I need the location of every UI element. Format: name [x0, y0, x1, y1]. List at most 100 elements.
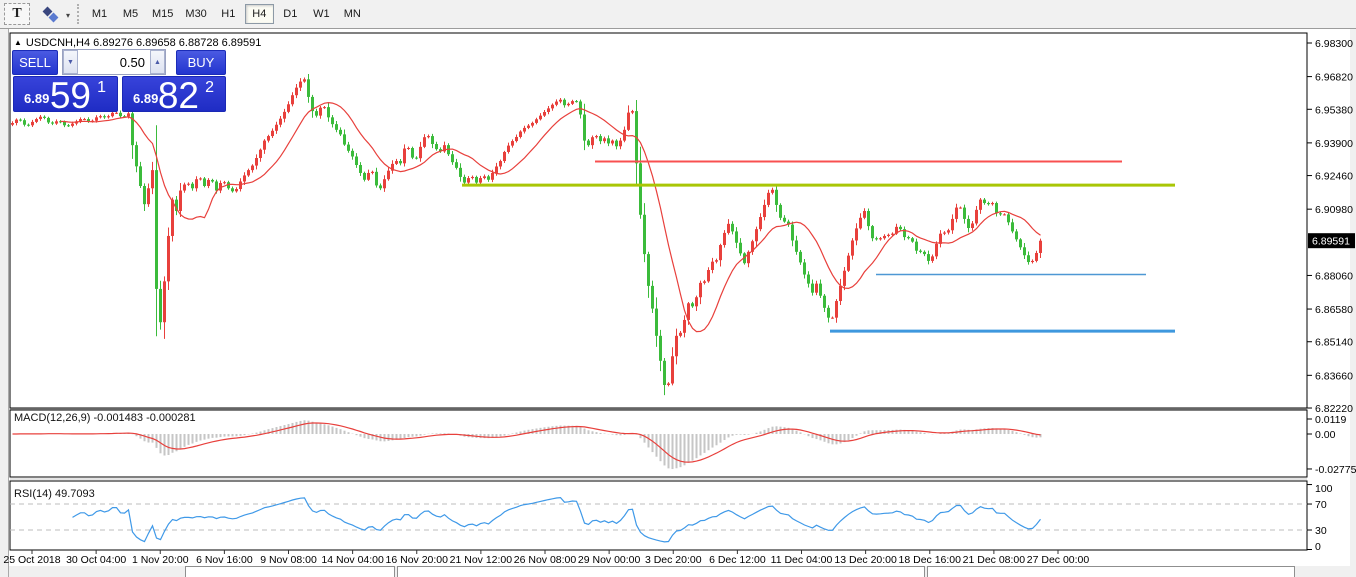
candle-body [167, 235, 170, 282]
candle-body [995, 203, 998, 214]
time-axis-label: 6 Dec 12:00 [709, 554, 766, 566]
candle-body [927, 254, 930, 261]
candle-body [919, 250, 922, 252]
candle-body [943, 232, 946, 234]
candle-body [987, 203, 990, 205]
candle-body [667, 383, 670, 386]
candle-body [559, 99, 562, 102]
timeframe-button-h1[interactable]: H1 [214, 4, 243, 24]
candle-body [263, 140, 266, 150]
time-axis: 25 Oct 2018 30 Oct 04:00 1 Nov 20:00 6 Nov … [3, 550, 1089, 566]
candle-body [291, 95, 294, 105]
text-tool-button[interactable]: T [4, 3, 30, 25]
minimized-window-bar[interactable] [927, 566, 1295, 577]
candle-body [375, 171, 378, 186]
timeframe-button-h4[interactable]: H4 [244, 4, 274, 24]
candle-body [655, 308, 658, 336]
timeframe-button-m5[interactable]: M5 [116, 4, 145, 24]
candle-body [699, 282, 702, 298]
candle-body [387, 170, 390, 180]
arrows-tool-button[interactable]: ▾ [36, 3, 72, 25]
candle-body [411, 147, 414, 158]
candle-body [795, 240, 798, 252]
candle-body [787, 221, 790, 225]
candle-body [1035, 252, 1038, 261]
candle-body [523, 127, 526, 132]
candle-body [727, 223, 730, 233]
volume-input[interactable] [78, 50, 150, 74]
candle-body [355, 156, 358, 166]
candle-body [399, 161, 402, 164]
candle-body [427, 136, 430, 138]
candle-body [403, 148, 406, 164]
sell-button[interactable]: SELL [12, 50, 58, 75]
rsi-plot-frame [9, 480, 1308, 551]
candle-body [911, 238, 914, 242]
candle-body [631, 111, 634, 113]
buy-button[interactable]: BUY [176, 50, 226, 75]
candle-body [799, 251, 802, 263]
candle-body [455, 162, 458, 168]
timeframe-button-w1[interactable]: W1 [307, 4, 336, 24]
candle-body [423, 137, 426, 147]
candle-body [551, 104, 554, 109]
timeframe-button-mn[interactable]: MN [338, 4, 367, 24]
candle-body [859, 217, 862, 229]
candle-body [599, 136, 602, 142]
candle-body [43, 116, 46, 118]
timeframe-button-m15[interactable]: M15 [147, 4, 178, 24]
candle-body [735, 231, 738, 243]
candle-body [99, 116, 102, 118]
candle-body [695, 297, 698, 307]
candle-body [483, 176, 486, 179]
candle-body [851, 240, 854, 256]
sell-price-panel[interactable]: 6.89 59 1 [13, 76, 118, 114]
macd-signal-line [12, 422, 1041, 463]
timeframe-button-d1[interactable]: D1 [276, 4, 305, 24]
time-axis-label: 29 Nov 00:00 [578, 554, 641, 566]
time-axis-label: 13 Dec 20:00 [834, 554, 897, 566]
candle-body [915, 241, 918, 251]
volume-decrease-button[interactable]: ▼ [63, 50, 78, 74]
time-axis-label: 18 Dec 16:00 [899, 554, 962, 566]
candle-body [775, 189, 778, 205]
candle-body [103, 116, 106, 118]
candle-body [1015, 231, 1018, 240]
collapse-one-click-icon[interactable]: ▲ [14, 38, 22, 47]
price-axis-label: 6.92460 [1315, 171, 1353, 183]
candle-body [11, 123, 14, 125]
rsi-label: RSI(14) 49.7093 [14, 488, 95, 500]
candle-body [527, 125, 530, 128]
candle-body [151, 170, 154, 189]
candle-body [847, 255, 850, 271]
candle-body [299, 81, 302, 88]
timeframe-button-m1[interactable]: M1 [85, 4, 114, 24]
candle-body [351, 150, 354, 157]
rsi-axis-label: 30 [1315, 525, 1327, 537]
candle-body [235, 189, 238, 192]
buy-price-panel[interactable]: 6.89 82 2 [122, 76, 226, 114]
candle-body [115, 112, 118, 114]
candle-body [15, 119, 18, 124]
minimized-window-bar[interactable] [397, 566, 925, 577]
rsi-layer: 100 70 30 0 [10, 483, 1333, 553]
time-axis-label: 26 Nov 08:00 [514, 554, 577, 566]
candle-body [687, 303, 690, 320]
candle-body [547, 108, 550, 113]
candle-body [431, 136, 434, 145]
candle-body [279, 118, 282, 125]
macd-plot-frame [9, 409, 1308, 478]
candle-body [955, 207, 958, 219]
candle-body [19, 119, 22, 121]
chart-background [8, 28, 1356, 577]
volume-increase-button[interactable]: ▲ [150, 50, 165, 74]
candle-body [899, 226, 902, 230]
candle-body [459, 167, 462, 177]
candle-body [303, 79, 306, 82]
candle-body [723, 232, 726, 246]
minimized-window-bar[interactable] [185, 566, 395, 577]
timeframe-button-m30[interactable]: M30 [180, 4, 211, 24]
candle-body [643, 214, 646, 255]
candle-body [679, 332, 682, 336]
